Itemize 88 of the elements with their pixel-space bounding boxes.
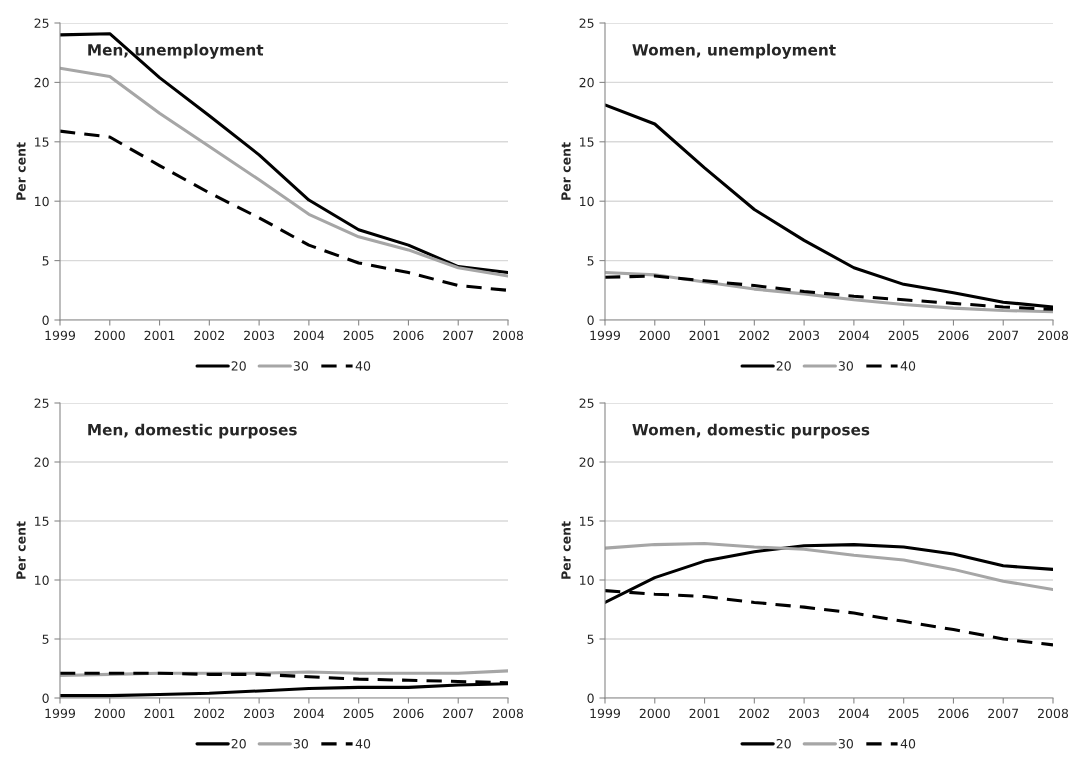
- y-tick-label: 20: [579, 457, 594, 467]
- y-tick-label: 20: [34, 457, 49, 467]
- line-series: [60, 32, 508, 275]
- x-tick-label: 2003: [244, 708, 275, 719]
- legend-label: 20: [231, 361, 246, 371]
- x-tick-label: 2004: [838, 708, 870, 719]
- x-tick-label: 2008: [1038, 708, 1069, 719]
- y-tick-label: 10: [35, 575, 49, 585]
- y-axis-title: Per cent: [561, 142, 571, 200]
- y-tick-label: 0: [587, 315, 594, 325]
- x-tick-label: 2006: [938, 708, 969, 719]
- legend-label: 30: [838, 738, 853, 749]
- x-tick-label: 2002: [739, 708, 769, 719]
- x-tick-label: 2000: [94, 330, 125, 341]
- x-tick-label: 2004: [838, 330, 870, 341]
- legend-label: 40: [355, 738, 371, 749]
- line-series: [605, 541, 1053, 591]
- x-tick-label: 1999: [45, 330, 76, 341]
- legend-label: 20: [231, 738, 246, 749]
- y-tick-label: 15: [580, 137, 594, 147]
- x-tick-label: 2003: [789, 708, 820, 719]
- x-tick-label: 2005: [343, 708, 374, 719]
- text: Women, domestic purposes: [632, 423, 870, 439]
- y-tick-label: 5: [42, 634, 49, 644]
- y-tick-label: 0: [42, 693, 49, 703]
- x-tick-label: 2008: [493, 330, 524, 341]
- line-series: [60, 66, 508, 278]
- y-tick-label: 15: [35, 137, 49, 147]
- x-tick-label: 1999: [590, 330, 621, 341]
- legend-label: 30: [838, 361, 853, 371]
- x-tick-label: 2006: [938, 330, 969, 341]
- y-axis-title: Per cent: [561, 521, 571, 579]
- x-tick-label: 2005: [888, 330, 919, 341]
- legend-label: 40: [900, 738, 916, 749]
- y-axis-title: Per cent: [16, 521, 26, 579]
- x-tick-label: 2001: [144, 330, 175, 341]
- x-tick-label: 2001: [144, 708, 175, 719]
- legend-label: 20: [776, 738, 791, 749]
- x-tick-label: 1999: [45, 708, 76, 719]
- y-tick-label: 25: [579, 398, 594, 408]
- x-tick-label: 2008: [1038, 330, 1069, 341]
- y-tick-label: 25: [34, 398, 49, 408]
- y-tick-label: 15: [580, 516, 594, 526]
- y-tick-label: 5: [42, 256, 49, 266]
- x-tick-label: 2005: [888, 708, 919, 719]
- x-tick-label: 2004: [293, 708, 325, 719]
- x-tick-label: 2002: [194, 708, 224, 719]
- x-tick-label: 2004: [293, 330, 325, 341]
- y-tick-label: 10: [35, 196, 49, 207]
- text: Women, unemployment: [632, 43, 836, 59]
- x-tick-label: 2005: [343, 330, 374, 341]
- legend-label: 30: [293, 361, 308, 371]
- x-tick-label: 2006: [393, 708, 424, 719]
- x-tick-label: 2001: [689, 330, 720, 341]
- x-tick-label: 2003: [789, 330, 820, 341]
- x-tick-label: 2001: [689, 708, 720, 719]
- y-tick-label: 25: [34, 18, 49, 28]
- y-tick-label: 25: [579, 18, 594, 28]
- y-tick-label: 20: [579, 77, 594, 88]
- x-tick-label: 2000: [639, 330, 670, 341]
- legend-label: 40: [355, 361, 371, 371]
- x-tick-label: 2003: [244, 330, 275, 341]
- text: Men, unemployment: [88, 43, 264, 59]
- line-series: [60, 129, 508, 292]
- x-tick-label: 2006: [393, 330, 424, 341]
- y-tick-label: 15: [35, 516, 49, 526]
- legend-label: 30: [293, 738, 308, 749]
- x-tick-label: 2000: [94, 708, 125, 719]
- x-tick-label: 2002: [739, 330, 769, 341]
- x-tick-label: 2007: [443, 330, 474, 341]
- x-tick-label: 1999: [590, 708, 621, 719]
- x-tick-label: 2000: [639, 708, 670, 719]
- y-tick-label: 5: [587, 634, 594, 644]
- y-tick-label: 5: [587, 256, 594, 266]
- y-tick-label: 10: [580, 575, 594, 585]
- x-tick-label: 2007: [443, 708, 474, 719]
- x-tick-label: 2007: [988, 708, 1019, 719]
- y-tick-label: 20: [34, 77, 49, 88]
- text: Men, domestic purposes: [88, 423, 297, 439]
- y-tick-label: 0: [42, 315, 49, 325]
- x-tick-label: 2002: [194, 330, 224, 341]
- y-axis-title: Per cent: [16, 142, 26, 200]
- y-tick-label: 10: [580, 196, 594, 207]
- x-tick-label: 2008: [493, 708, 524, 719]
- legend-label: 20: [776, 361, 791, 371]
- x-tick-label: 2007: [988, 330, 1019, 341]
- y-tick-label: 0: [587, 693, 594, 703]
- legend-label: 40: [900, 361, 916, 371]
